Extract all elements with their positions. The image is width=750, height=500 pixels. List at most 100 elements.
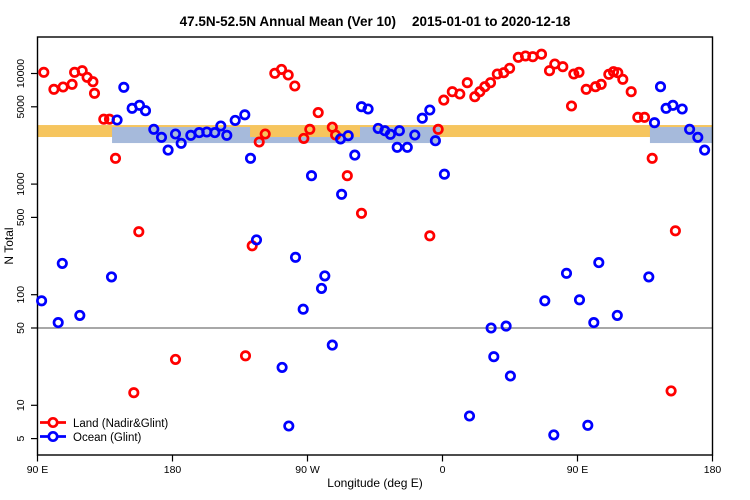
data-point-ocean [111,114,123,126]
ocean-mean-band [112,127,251,144]
data-point-land [38,66,50,78]
data-point-ocean [648,117,661,129]
data-point-ocean [560,267,573,279]
data-point-land [169,353,182,365]
y-axis-title: N Total [2,227,16,264]
y-axis-tick-label: 10 [15,399,27,411]
chart-title-main: 47.5N-52.5N Annual Mean (Ver 10) [180,14,396,29]
data-point-ocean [485,322,497,334]
data-point-ocean [52,317,64,329]
legend-marker-land-icon [47,416,59,429]
data-point-land [665,385,677,397]
data-point-land [595,78,607,90]
data-point-ocean [500,320,512,332]
ocean-mean-band-fringe [250,137,360,144]
data-point-land [289,80,301,92]
data-point-ocean [209,127,221,139]
data-point-land [88,87,101,99]
data-point-ocean [588,317,600,329]
legend: Land (Nadir&Glint) Ocean (Glint) [40,416,168,444]
data-point-ocean [409,129,421,141]
y-axis-tick-label: 50 [15,322,27,334]
data-point-land [638,111,651,123]
data-point-ocean [118,81,130,93]
data-point-ocean [133,99,146,111]
data-point-ocean [244,152,257,164]
data-point-ocean [384,128,396,140]
data-point-ocean [139,105,152,117]
data-point-ocean [336,188,348,200]
data-point-ocean [667,99,679,111]
data-point-ocean [582,419,594,431]
series-ocean-layer [36,81,711,441]
legend-label-ocean: Ocean (Glint) [73,432,142,444]
data-point-land [341,170,353,182]
data-point-ocean [699,144,711,156]
data-point-land [424,230,436,242]
data-point-land [109,152,122,164]
data-point-ocean [276,361,288,373]
data-point-land [632,111,644,123]
data-point-land [617,73,629,85]
data-point-land [557,61,569,73]
y-axis-tick-label: 5000 [15,95,27,119]
data-point-land [48,83,60,95]
data-point-ocean [504,370,516,382]
data-point-ocean [155,131,168,143]
data-point-land [565,100,578,112]
data-point-ocean [289,251,302,263]
data-point-land [438,94,450,106]
data-point-land [646,152,658,164]
data-point-land [275,63,288,75]
ocean-mean-band [649,127,713,144]
data-point-land [259,128,271,140]
data-point-ocean [319,270,331,282]
x-axis-tick-label: 0 [440,464,446,476]
y-axis: 5 10 50 100 500 1000 5000 10000 [15,59,38,442]
data-point-land [461,77,473,89]
plot-border [36,36,714,456]
data-point-ocean [175,137,187,149]
data-point-land [568,68,580,80]
data-point-ocean [215,120,227,132]
data-point-land [543,65,556,77]
data-point-ocean [438,168,450,180]
series-land-layer [38,48,681,399]
x-axis-tick-label: 90 E [27,464,49,476]
data-point-ocean [162,144,174,156]
y-axis-tick-label: 5 [15,436,27,442]
x-axis-tick-label: 90 E [567,464,589,476]
data-point-ocean [643,271,655,283]
data-point-ocean [221,129,233,141]
data-point-ocean [654,81,667,93]
data-point-ocean [36,295,48,307]
data-point-land [625,86,637,98]
data-point-ocean [362,103,374,115]
data-point-land [57,81,69,93]
data-point-land [484,77,497,89]
data-point-land [304,123,316,135]
data-point-ocean [74,309,86,321]
data-point-ocean [342,130,354,142]
data-point-land [669,225,681,237]
data-point-ocean [548,429,560,441]
data-point-ocean [416,112,428,124]
legend-label-land: Land (Nadir&Glint) [73,418,168,430]
data-point-land [298,132,310,144]
data-point-land [573,66,585,78]
data-point-ocean [169,128,182,140]
data-point-land [253,136,265,148]
data-point-land [491,68,503,80]
data-point-land [312,107,324,119]
data-point-ocean [305,170,318,182]
data-point-ocean [250,234,263,246]
x-axis-tick-label: 90 W [295,464,320,476]
data-point-ocean [401,141,413,153]
legend-markers [40,416,66,443]
data-point-land [87,76,99,88]
chart-title-dates: 2015-01-01 to 2020-12-18 [412,14,571,29]
data-point-ocean [283,420,295,432]
x-axis-tick-label: 180 [704,464,722,476]
